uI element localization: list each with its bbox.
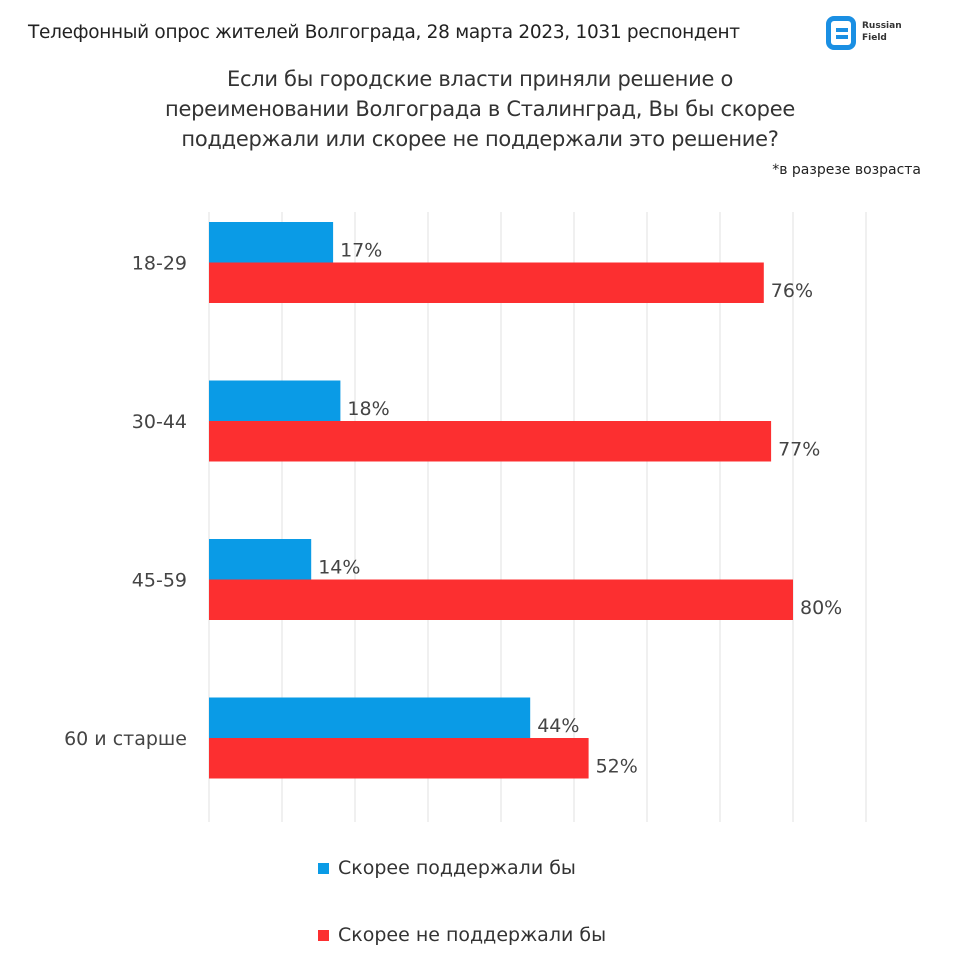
category-label: 18-29: [132, 253, 187, 275]
chart-subtitle: *в разрезе возраста: [772, 162, 921, 178]
bar: [209, 222, 334, 263]
legend-label: Скорее поддержали бы: [338, 857, 576, 879]
bar: [209, 380, 341, 421]
category-label: 60 и старше: [64, 728, 187, 750]
data-label: 18%: [347, 398, 389, 420]
data-label: 44%: [537, 715, 579, 737]
bar: [209, 738, 589, 779]
data-label: 14%: [318, 556, 360, 578]
data-label: 52%: [596, 755, 638, 777]
chart-title: Если бы городские власти приняли решение…: [165, 67, 795, 151]
header-title: Телефонный опрос жителей Волгограда, 28 …: [28, 22, 740, 43]
bar: [209, 697, 531, 738]
russian-field-logo: Russian Field: [826, 14, 916, 56]
bar: [209, 579, 793, 620]
legend-item-support: Скорее поддержали бы: [318, 857, 576, 879]
bar: [209, 262, 764, 303]
legend-swatch: [318, 862, 329, 874]
data-label: 77%: [778, 438, 820, 460]
logo-text: Russian: [862, 21, 902, 31]
category-label: 45-59: [132, 570, 187, 592]
bar: [209, 421, 772, 462]
category-label: 30-44: [132, 411, 187, 433]
logo-icon: [826, 16, 856, 50]
logo-text: Field: [862, 33, 887, 43]
data-label: 17%: [340, 239, 382, 261]
legend-label: Скорее не поддержали бы: [338, 924, 607, 946]
data-label: 76%: [771, 280, 813, 302]
legend-swatch: [318, 929, 329, 941]
legend-item-oppose: Скорее не поддержали бы: [318, 924, 606, 946]
bar: [209, 539, 312, 580]
data-label: 80%: [800, 597, 842, 619]
